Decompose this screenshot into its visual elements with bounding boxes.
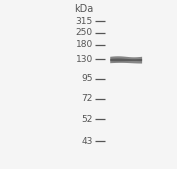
Text: kDa: kDa xyxy=(74,4,93,14)
Text: 180: 180 xyxy=(76,40,93,49)
Text: 315: 315 xyxy=(76,17,93,26)
Text: 130: 130 xyxy=(76,55,93,64)
Text: 43: 43 xyxy=(82,137,93,146)
Text: 52: 52 xyxy=(82,115,93,124)
Text: 95: 95 xyxy=(81,74,93,83)
Text: 250: 250 xyxy=(76,28,93,38)
Text: 72: 72 xyxy=(82,94,93,103)
